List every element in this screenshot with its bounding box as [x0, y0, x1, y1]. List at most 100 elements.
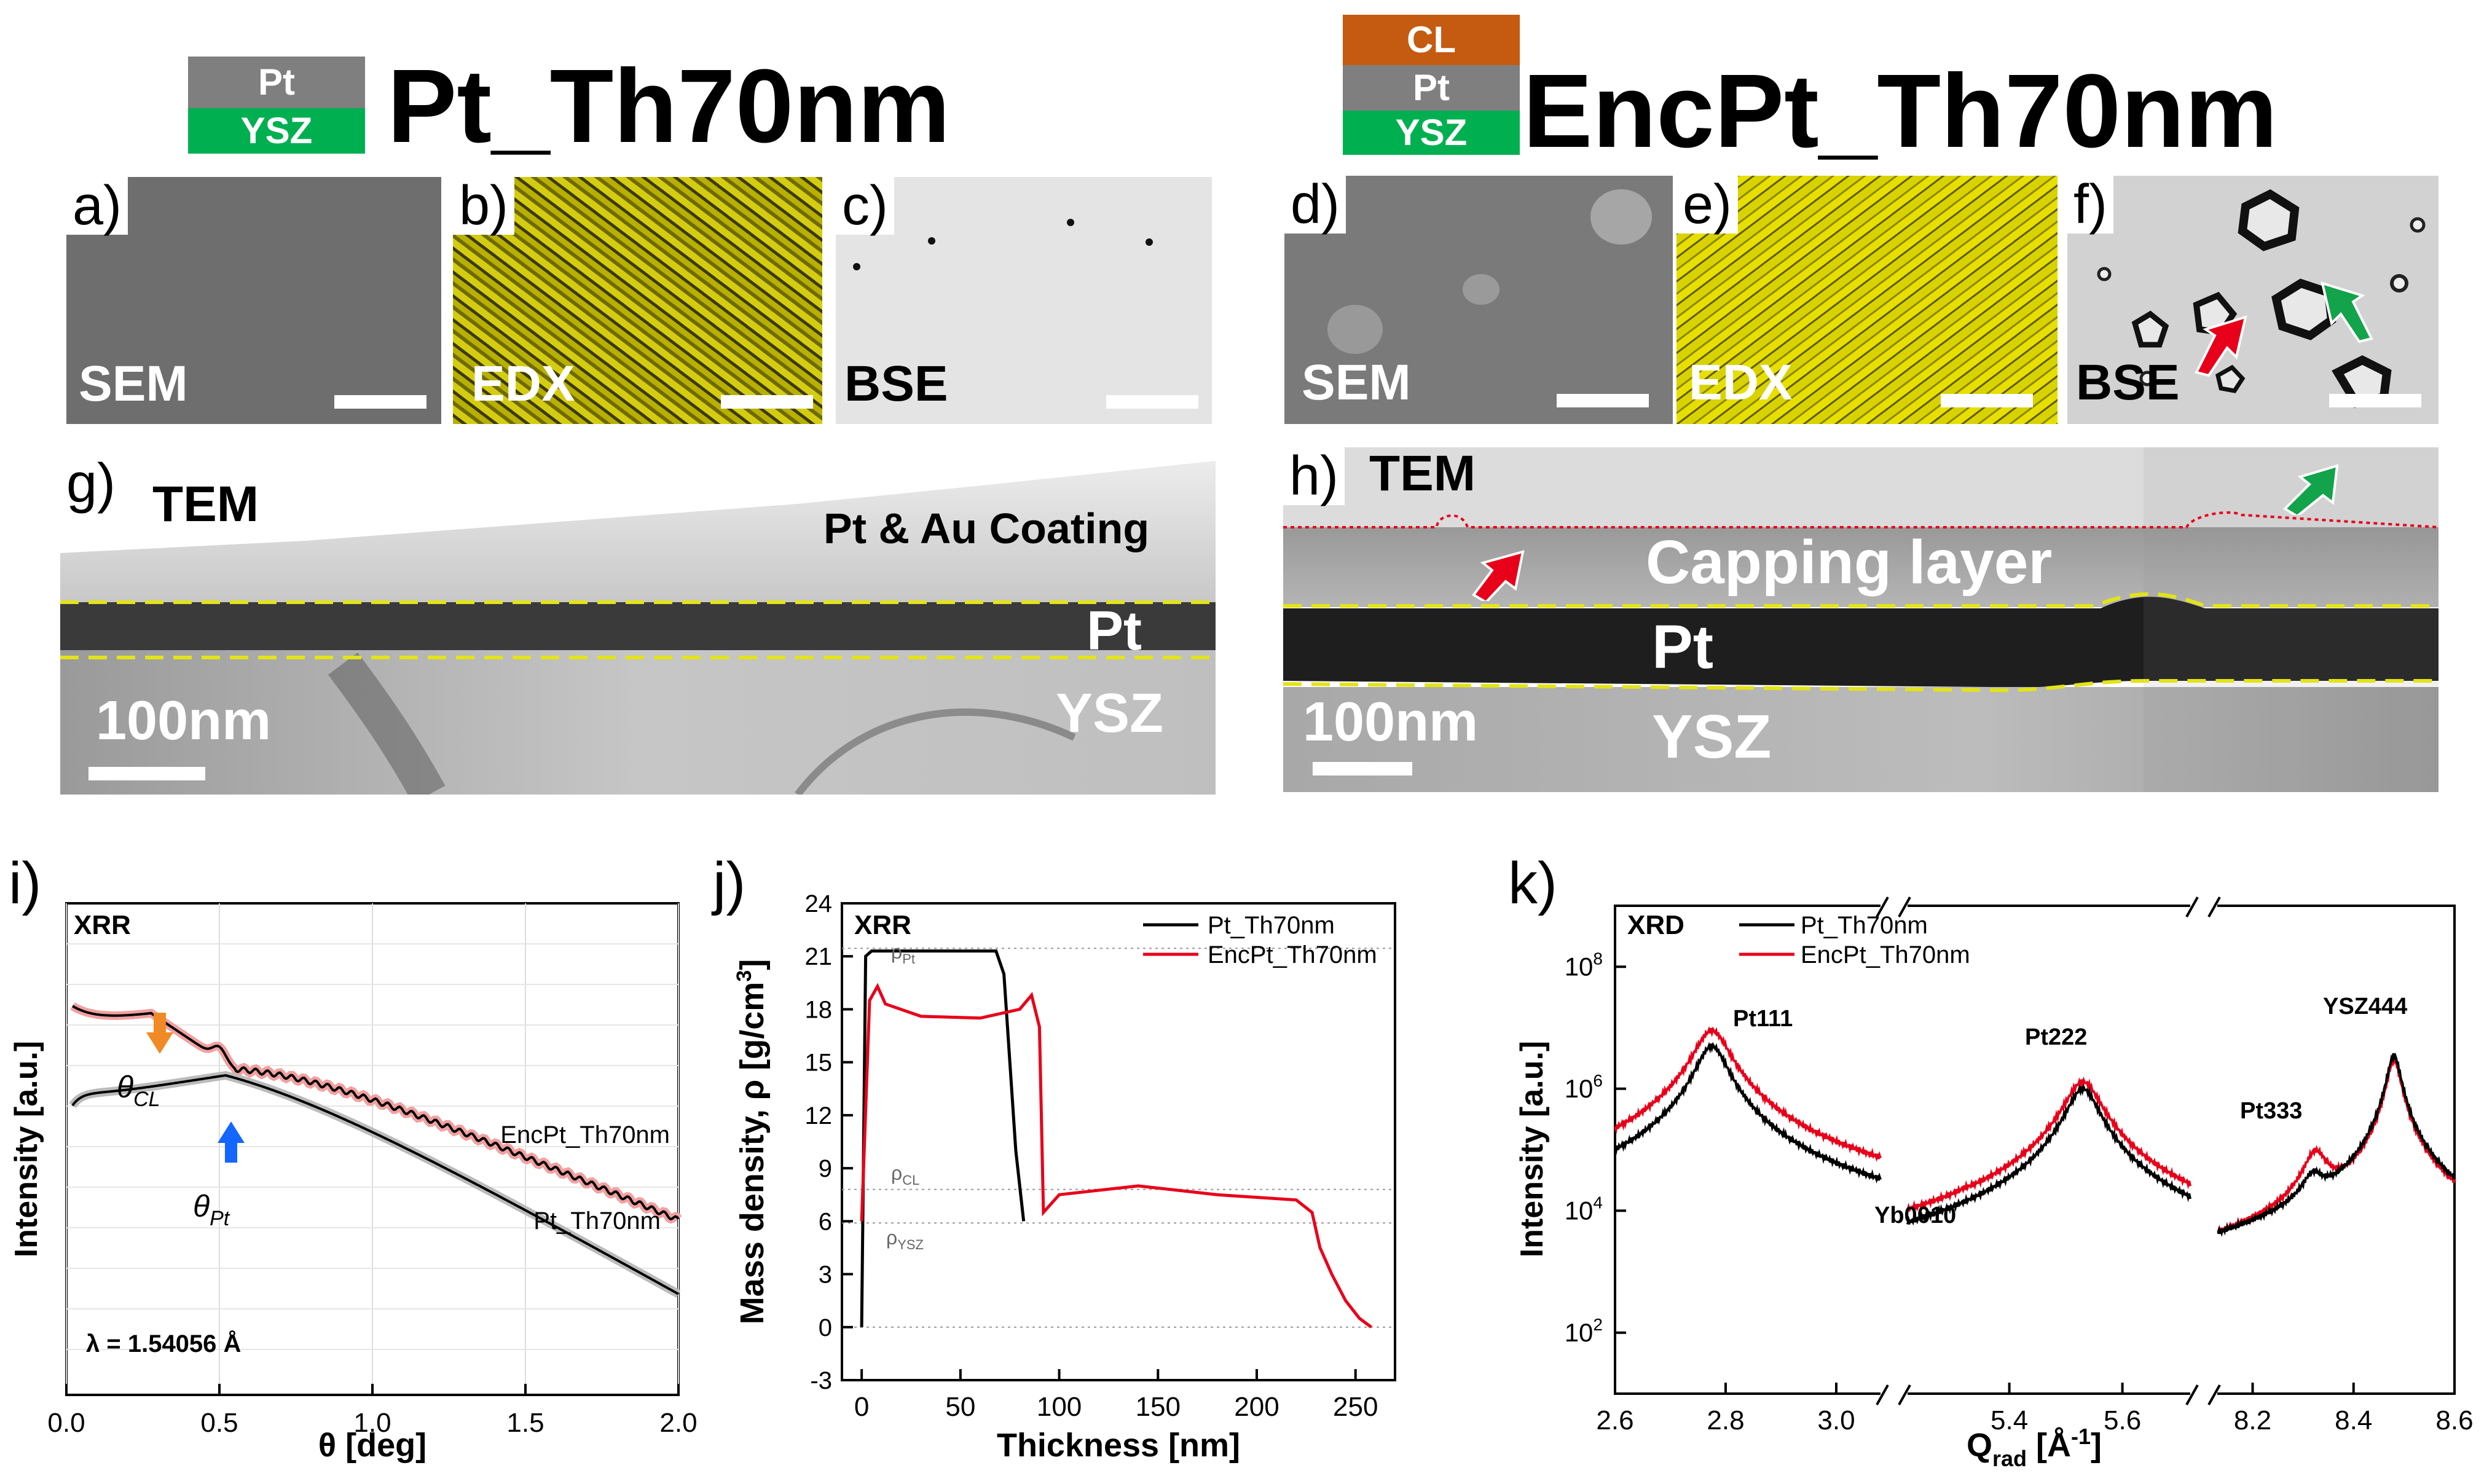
peak-label: Yb0010 [1874, 1203, 1956, 1228]
series-line-pt [1906, 1083, 2191, 1226]
ysz-layer-label: YSZ [1056, 683, 1164, 744]
grain-patch [1327, 305, 1383, 354]
y-tick-label: 0 [819, 1314, 832, 1341]
panel-c-bse: c) BSE [836, 177, 1212, 424]
panel-label: f) [2067, 176, 2113, 234]
chart-i-xrr: i) XRR 0.0 0.5 1.0 1.5 2.0 θ [deg] Intensity… [9, 850, 698, 1464]
plot-title: XRD [1627, 910, 1684, 940]
imaging-mode-label: EDX [471, 356, 575, 412]
y-tick-label: 108 [1565, 949, 1603, 981]
red-arrow-icon [1472, 550, 1525, 601]
panel-e-edx: e) EDX [1676, 176, 2058, 424]
ysz-layer-label: YSZ [1652, 702, 1772, 771]
axis-break [1876, 897, 2221, 1405]
x-tick-label: 1.5 [506, 1408, 544, 1438]
x-tick-label: 0.0 [47, 1408, 85, 1438]
pt-layer-box: Pt [1343, 65, 1520, 111]
scale-bar [721, 395, 813, 409]
particle-dot [1146, 238, 1153, 246]
panel-a-sem: a) SEM [66, 177, 441, 424]
legend-entry: EncPt_Th70nm [1801, 941, 1970, 968]
ysz-layer-box: YSZ [188, 108, 365, 154]
series-line-enc [1614, 1026, 1882, 1163]
scale-label: 100nm [1303, 691, 1479, 753]
x-tick-label: 200 [1234, 1392, 1279, 1422]
rho-cl-label: ρCL [891, 1162, 919, 1188]
panel-label: i) [9, 850, 41, 916]
x-tick-label: 2.6 [1596, 1405, 1633, 1435]
panel-label: j) [711, 850, 745, 916]
legend-entry: Pt_Th70nm [1208, 912, 1335, 939]
panel-b-edx: b) EDX [453, 177, 822, 424]
x-tick-label: 8.2 [2234, 1405, 2271, 1435]
y-tick-label: -3 [810, 1367, 832, 1394]
pt-layer-box: Pt [188, 57, 365, 108]
imaging-mode-label: SEM [1302, 355, 1411, 410]
ysz-layer-box: YSZ [1343, 111, 1520, 155]
panel-label: b) [453, 177, 515, 235]
panel-f-bse: f) BSE [2067, 176, 2439, 424]
panel-label: c) [836, 177, 894, 235]
x-axis-label: Thickness [nm] [997, 1427, 1240, 1464]
imaging-mode-label: SEM [79, 356, 188, 412]
series-line-pt [860, 949, 1026, 1327]
green-arrow-icon [2321, 281, 2373, 344]
y-tick-label: 102 [1565, 1315, 1603, 1347]
x-tick-label: 8.4 [2335, 1405, 2372, 1435]
series-line-pt [2217, 1052, 2456, 1238]
rho-pt-label: ρPt [891, 941, 915, 967]
x-tick-label: 1.0 [353, 1408, 391, 1438]
panel-label: e) [1676, 176, 1739, 234]
scale-bar [1941, 394, 2033, 407]
pt-layer-label: Pt [1652, 613, 1713, 681]
y-axis-label: Intensity [a.u.] [1514, 1041, 1550, 1257]
scale-bar [2329, 394, 2421, 407]
series-line-enc-fit [71, 1005, 680, 1221]
x-tick-label: 150 [1136, 1392, 1181, 1422]
scale-bar [1313, 762, 1412, 775]
y-tick-label: 12 [805, 1102, 833, 1129]
x-tick-label: 3.0 [1817, 1405, 1855, 1435]
x-axis-label: θ [deg] [318, 1427, 426, 1464]
x-tick-label: 8.6 [2435, 1405, 2473, 1435]
theta-cl-arrow-icon [146, 1013, 173, 1054]
x-tick-label: 100 [1037, 1392, 1082, 1422]
panel-label: d) [1284, 176, 1346, 234]
x-tick-label: 250 [1333, 1392, 1378, 1422]
panel-label: a) [66, 177, 128, 235]
y-axis-label: Mass density, ρ [g/cm3] [733, 959, 771, 1324]
x-tick-label: 50 [945, 1392, 975, 1422]
x-tick-label: 5.6 [2104, 1405, 2141, 1435]
y-axis-label: Intensity [a.u.] [9, 1041, 44, 1257]
y-tick-label: 9 [819, 1155, 832, 1182]
capping-layer-label: Capping layer [1646, 528, 2053, 597]
y-tick-label: 6 [819, 1208, 832, 1235]
series-label-pt: Pt_Th70nm [533, 1207, 661, 1235]
pt-layer-label: Pt [1087, 600, 1142, 662]
peak-label: YSZ444 [2323, 994, 2407, 1019]
imaging-mode-label: TEM [152, 476, 259, 532]
grid [66, 903, 679, 1395]
x-tick-label: 2.0 [659, 1408, 697, 1438]
x-tick-label: 2.8 [1707, 1405, 1744, 1435]
legend-entry: EncPt_Th70nm [1208, 941, 1377, 968]
rho-ysz-label: ρYSZ [886, 1227, 924, 1252]
y-tick-label: 21 [805, 943, 833, 970]
scale-label: 100nm [96, 690, 272, 752]
imaging-mode-label: BSE [2076, 355, 2180, 410]
plot-title: XRR [854, 910, 911, 940]
peak-label: Pt222 [2025, 1024, 2087, 1050]
series-line-pt [1614, 1042, 1882, 1184]
legend-entry: Pt_Th70nm [1801, 912, 1928, 939]
y-tick-label: 3 [819, 1262, 832, 1289]
panel-g-tem: g) TEM Pt & Au Coating Pt YSZ 100nm [60, 455, 1216, 795]
imaging-mode-label: EDX [1689, 355, 1793, 410]
green-arrow-icon [2282, 464, 2339, 515]
scale-bar [1106, 395, 1198, 409]
plot-frame [841, 902, 1396, 1381]
panel-d-sem: d) SEM [1284, 176, 1673, 424]
theta-pt-arrow-icon [218, 1121, 245, 1163]
y-tick-label: 18 [805, 996, 833, 1023]
